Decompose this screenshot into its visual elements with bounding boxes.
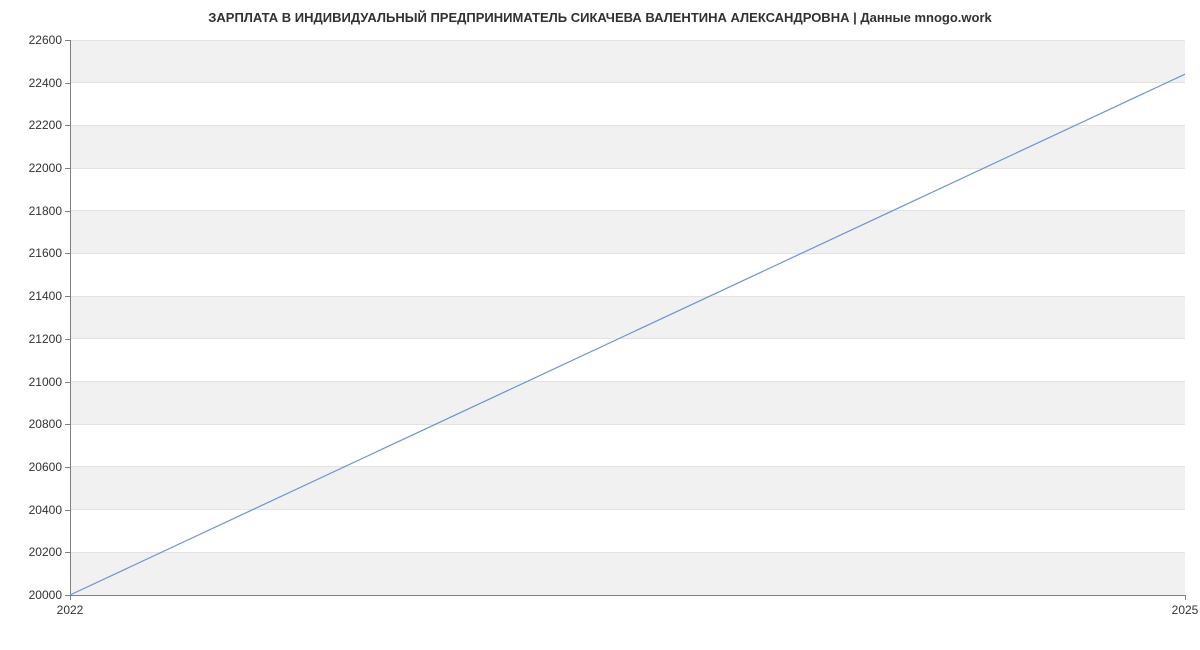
y-tick-label: 22400: [0, 76, 62, 90]
y-tick-label: 20600: [0, 460, 62, 474]
y-tick-label: 21800: [0, 204, 62, 218]
y-tick-label: 22000: [0, 161, 62, 175]
x-tick-label: 2022: [57, 603, 84, 617]
x-tick-mark: [70, 595, 71, 600]
y-tick-label: 21400: [0, 289, 62, 303]
x-axis-line: [70, 595, 1185, 596]
y-tick-label: 22600: [0, 33, 62, 47]
salary-line-chart: ЗАРПЛАТА В ИНДИВИДУАЛЬНЫЙ ПРЕДПРИНИМАТЕЛ…: [0, 0, 1200, 650]
plot-area: 2000020200204002060020800210002120021400…: [70, 40, 1185, 595]
y-tick-label: 22200: [0, 118, 62, 132]
series-line-salary: [70, 74, 1185, 595]
series-layer: [70, 40, 1185, 595]
y-tick-label: 21600: [0, 246, 62, 260]
y-tick-label: 20200: [0, 545, 62, 559]
y-tick-label: 20800: [0, 417, 62, 431]
y-tick-label: 20000: [0, 588, 62, 602]
y-tick-label: 20400: [0, 503, 62, 517]
y-tick-label: 21000: [0, 375, 62, 389]
y-tick-label: 21200: [0, 332, 62, 346]
chart-title: ЗАРПЛАТА В ИНДИВИДУАЛЬНЫЙ ПРЕДПРИНИМАТЕЛ…: [0, 10, 1200, 25]
x-tick-label: 2025: [1172, 603, 1199, 617]
x-tick-mark: [1185, 595, 1186, 600]
